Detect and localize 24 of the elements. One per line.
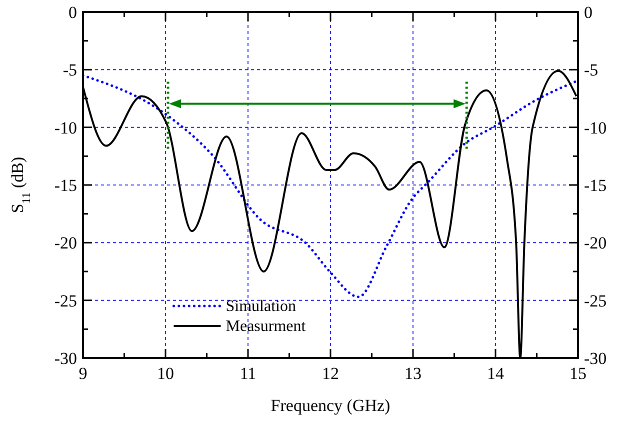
y-tick-label: -15 <box>54 176 77 195</box>
y2-tick-label: -5 <box>584 60 598 80</box>
y2-tick-label: -10 <box>584 118 607 138</box>
legend-label: Measurment <box>226 318 306 335</box>
y2-tick-label: 0 <box>584 3 592 22</box>
x-tick-label: 15 <box>570 364 586 383</box>
y-tick-label: -20 <box>54 234 77 253</box>
x-tick-label: 12 <box>322 364 339 383</box>
y-tick-label: -25 <box>54 291 77 310</box>
legend-label: Simulation <box>226 298 296 315</box>
y-tick-label: -5 <box>62 60 77 80</box>
y-tick-label: 0 <box>68 3 77 22</box>
x-tick-label: 9 <box>78 364 88 383</box>
x-tick-label: 10 <box>157 364 174 383</box>
y-tick-label: -30 <box>54 349 77 368</box>
x-tick-label: 11 <box>240 364 256 383</box>
y2-tick-label: -15 <box>584 176 607 195</box>
x-tick-label: 14 <box>487 364 504 383</box>
y2-tick-label: -30 <box>584 349 607 368</box>
x-axis-title: Frequency (GHz) <box>270 396 390 415</box>
y2-tick-label: -25 <box>584 291 607 310</box>
y2-tick-label: -20 <box>584 234 607 253</box>
y-tick-label: -10 <box>54 118 77 138</box>
x-tick-label: 13 <box>404 364 422 383</box>
